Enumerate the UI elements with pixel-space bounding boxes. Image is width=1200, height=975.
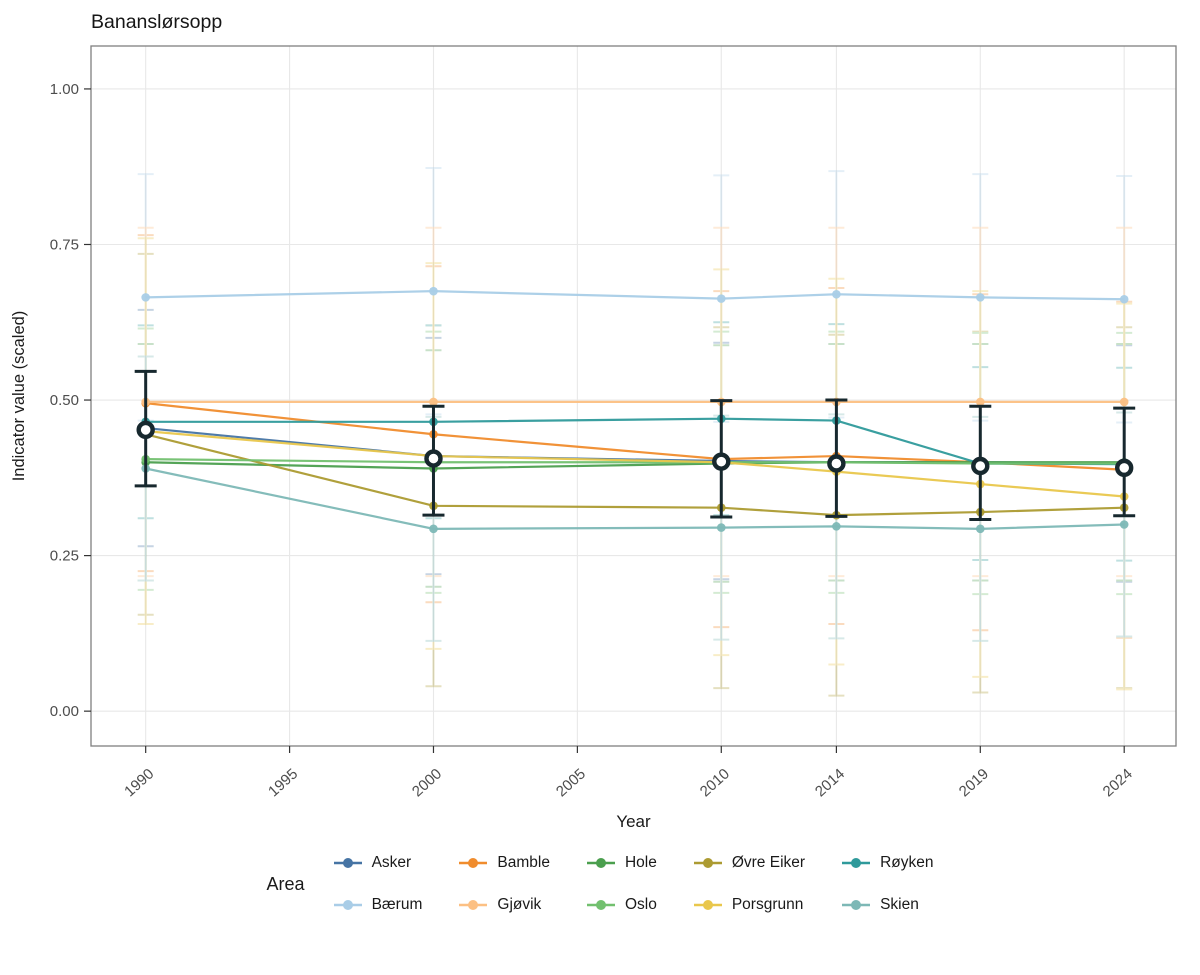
series-point-baerum-2000: [429, 286, 438, 296]
legend-key-icon-porsgrunn: [693, 900, 722, 910]
series-line-ovre-eiker: [145, 433, 1125, 517]
median-marker-2019: [971, 456, 990, 476]
series-point-baerum-2019: [975, 293, 985, 302]
legend-key-icon-skien: [842, 900, 871, 910]
x-tick-label-2014: 2014: [812, 765, 848, 800]
y-tick-label-0.00: 0.00: [50, 703, 79, 720]
series-point-skien-2000: [429, 524, 438, 534]
legend-key-dot: [595, 858, 606, 868]
chart-plot-area: 0.00 0.25 0.50 0.75 1.00 1990 1995 2000 2005 2010…: [10, 11, 1177, 831]
series-point-skien-2014: [832, 522, 841, 531]
legend: Area Asker Bamble Hole Øvre Eiker Røyken Bæru…: [0, 854, 1200, 914]
legend-label: Oslo: [624, 896, 657, 913]
axis-ticks: [84, 88, 1125, 753]
legend-key-dot: [342, 900, 353, 910]
legend-label: Gjøvik: [497, 896, 542, 913]
legend-label: Porsgrunn: [731, 896, 804, 913]
legend-key-icon-hole: [586, 858, 615, 868]
legend-key-icon-royken: [842, 858, 871, 868]
x-tick-label-1990: 1990: [121, 765, 157, 800]
legend-grid: Asker Bamble Hole Øvre Eiker Røyken Bærum Gjøv…: [333, 854, 933, 914]
series-point-baerum-2014: [832, 289, 841, 299]
median-marker-2024: [1114, 458, 1134, 478]
legend-key-icon-oslo: [586, 900, 615, 910]
legend-key-dot: [851, 900, 862, 910]
series-point-baerum-1990: [141, 293, 150, 302]
legend-title: Area: [266, 873, 305, 894]
series-line-baerum: [145, 290, 1125, 301]
legend-key-dot: [702, 858, 713, 868]
x-tick-label-2000: 2000: [409, 765, 445, 800]
legend-key-icon-bamble: [459, 858, 488, 868]
series-point-gjovik-2019: [975, 397, 985, 407]
legend-item-skien: Skien: [841, 896, 933, 914]
legend-item-porsgrunn: Porsgrunn: [693, 896, 805, 914]
y-tick-label-0.50: 0.50: [50, 392, 79, 409]
median-marker-2000: [424, 449, 443, 468]
legend-key-dot: [342, 858, 353, 868]
series-point-skien-2024: [1119, 520, 1129, 529]
legend-key-icon-asker: [333, 858, 362, 868]
legend-label: Asker: [371, 854, 412, 871]
legend-item-ovre-eiker: Øvre Eiker: [693, 854, 805, 872]
series-point-skien-2010: [716, 523, 726, 532]
y-tick-label-1.00: 1.00: [50, 81, 79, 98]
y-axis-label: Indicator value (scaled): [10, 311, 28, 482]
median-marker-2014: [827, 454, 846, 473]
y-tick-label-0.25: 0.25: [50, 548, 79, 565]
x-tick-label-2024: 2024: [1100, 765, 1136, 800]
legend-label: Bamble: [497, 854, 550, 871]
legend-item-baerum: Bærum: [333, 896, 423, 914]
median-marker-2010: [712, 452, 731, 471]
legend-key-dot: [702, 900, 713, 910]
legend-item-oslo: Oslo: [586, 896, 657, 914]
series-point-skien-2019: [975, 524, 985, 534]
legend-item-bamble: Bamble: [458, 854, 550, 872]
x-tick-label-1995: 1995: [265, 765, 301, 800]
series-point-gjovik-2000: [429, 397, 438, 407]
x-tick-label-2010: 2010: [697, 765, 733, 800]
y-tick-label-0.75: 0.75: [50, 236, 79, 253]
series-line-skien: [145, 467, 1125, 530]
series-line-porsgrunn: [145, 430, 1125, 498]
series-point-gjovik-2024: [1119, 397, 1129, 407]
series-point-baerum-2024: [1119, 294, 1129, 304]
panel-background: [91, 46, 1176, 746]
legend-item-hole: Hole: [586, 854, 657, 872]
legend-key-icon-ovre-eiker: [693, 858, 722, 868]
median-marker-1990: [136, 420, 155, 440]
x-axis-label: Year: [616, 812, 651, 831]
legend-label: Bærum: [371, 896, 423, 913]
legend-key-icon-gjovik: [459, 900, 488, 910]
legend-label: Skien: [880, 896, 919, 913]
chart-title: Bananslørsopp: [91, 11, 222, 33]
legend-key-dot: [595, 900, 606, 910]
legend-key-icon-baerum: [333, 900, 362, 910]
legend-item-royken: Røyken: [841, 854, 933, 872]
legend-item-asker: Asker: [333, 854, 423, 872]
legend-key-dot: [851, 858, 862, 868]
legend-label: Røyken: [880, 854, 934, 871]
panel-border: [90, 45, 1177, 747]
legend-label: Øvre Eiker: [731, 854, 806, 871]
legend-key-dot: [468, 858, 479, 868]
legend-item-gjovik: Gjøvik: [458, 896, 550, 914]
legend-key-dot: [468, 900, 479, 910]
x-tick-label-2005: 2005: [553, 765, 589, 800]
x-tick-label-2019: 2019: [956, 765, 992, 800]
series-point-baerum-2010: [716, 294, 726, 303]
legend-label: Hole: [624, 854, 657, 871]
series-line-oslo: [145, 458, 1125, 465]
